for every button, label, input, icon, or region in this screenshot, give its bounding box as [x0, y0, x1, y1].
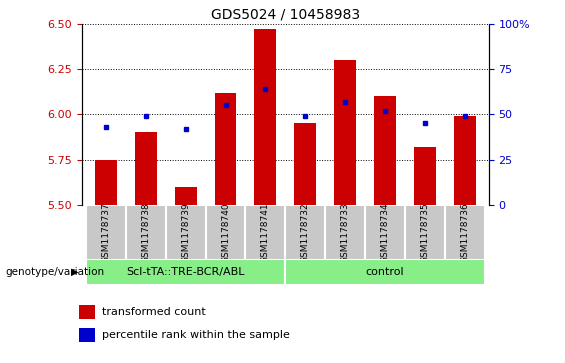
Bar: [285, 205, 325, 260]
Text: GSM1178734: GSM1178734: [381, 202, 389, 263]
Bar: [374, 96, 396, 205]
Bar: [285, 259, 485, 285]
Title: GDS5024 / 10458983: GDS5024 / 10458983: [211, 7, 360, 21]
Text: transformed count: transformed count: [102, 307, 206, 317]
Text: GSM1178733: GSM1178733: [341, 202, 350, 263]
Text: Scl-tTA::TRE-BCR/ABL: Scl-tTA::TRE-BCR/ABL: [127, 267, 245, 277]
Bar: [166, 205, 206, 260]
Bar: [175, 187, 197, 205]
Text: control: control: [366, 267, 405, 277]
Bar: [206, 205, 245, 260]
Bar: [334, 60, 356, 205]
Bar: [79, 305, 95, 319]
Text: genotype/variation: genotype/variation: [6, 267, 105, 277]
Bar: [245, 205, 285, 260]
Text: GSM1178736: GSM1178736: [460, 202, 470, 263]
Bar: [294, 123, 316, 205]
Text: GSM1178732: GSM1178732: [301, 202, 310, 263]
Bar: [126, 205, 166, 260]
Bar: [445, 205, 485, 260]
Bar: [86, 205, 126, 260]
Text: GSM1178737: GSM1178737: [101, 202, 110, 263]
Text: GSM1178738: GSM1178738: [141, 202, 150, 263]
Bar: [254, 29, 276, 205]
Text: ▶: ▶: [71, 267, 78, 277]
Bar: [454, 116, 476, 205]
Bar: [414, 147, 436, 205]
Bar: [365, 205, 405, 260]
Bar: [215, 93, 237, 205]
Bar: [95, 160, 117, 205]
Text: percentile rank within the sample: percentile rank within the sample: [102, 330, 290, 340]
Text: GSM1178740: GSM1178740: [221, 202, 230, 263]
Bar: [405, 205, 445, 260]
Bar: [325, 205, 365, 260]
Bar: [135, 132, 157, 205]
Text: GSM1178739: GSM1178739: [181, 202, 190, 263]
Bar: [86, 259, 285, 285]
Bar: [79, 328, 95, 342]
Text: GSM1178735: GSM1178735: [420, 202, 429, 263]
Text: GSM1178741: GSM1178741: [261, 202, 270, 263]
